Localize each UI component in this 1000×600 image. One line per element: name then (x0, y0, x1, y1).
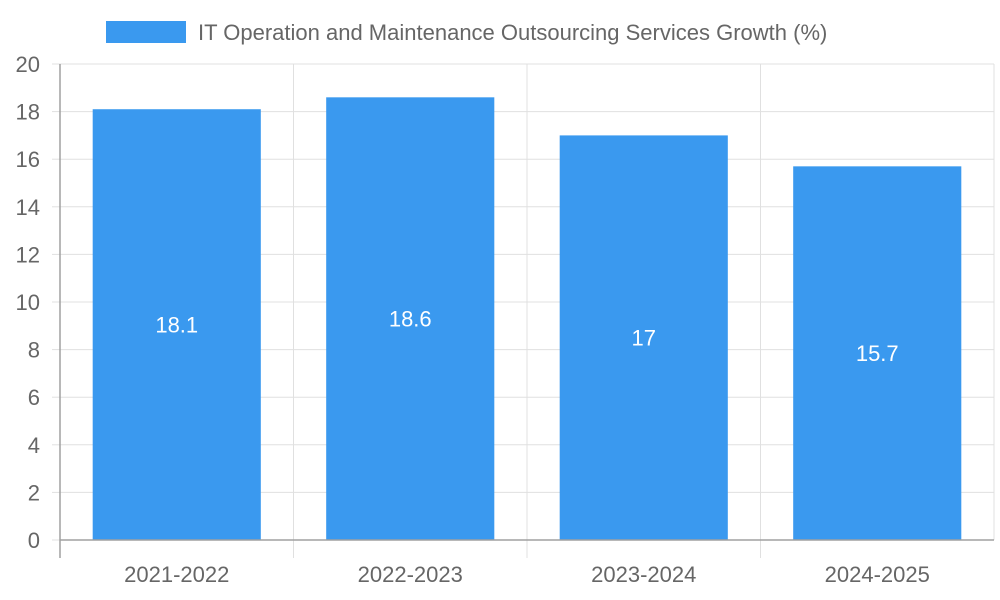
y-tick-label-0: 0 (28, 528, 40, 553)
x-tick-label-2021-2022: 2021-2022 (124, 562, 229, 587)
bar-2024-2025 (793, 166, 962, 540)
bar-value-label-2024-2025: 15.7 (856, 341, 899, 366)
legend-swatch[interactable] (106, 21, 186, 43)
legend[interactable]: IT Operation and Maintenance Outsourcing… (106, 20, 827, 45)
y-tick-label-8: 8 (28, 338, 40, 363)
bar-value-label-2023-2024: 17 (632, 326, 656, 351)
x-axis-tick-labels: 2021-2022 2022-2023 2023-2024 2024-2025 (124, 562, 930, 587)
x-tick-label-2024-2025: 2024-2025 (825, 562, 930, 587)
y-tick-label-2: 2 (28, 480, 40, 505)
y-tick-label-4: 4 (28, 433, 40, 458)
y-tick-label-12: 12 (16, 242, 40, 267)
bar-value-label-2022-2023: 18.6 (389, 307, 432, 332)
y-tick-label-20: 20 (16, 52, 40, 77)
bar-value-labels: 18.1 18.6 17 15.7 (155, 307, 898, 367)
x-tick-label-2022-2023: 2022-2023 (358, 562, 463, 587)
x-tick-label-2023-2024: 2023-2024 (591, 562, 696, 587)
axes (52, 63, 994, 558)
bar-value-label-2021-2022: 18.1 (155, 313, 198, 338)
y-tick-label-18: 18 (16, 100, 40, 125)
bar-2021-2022 (92, 109, 261, 540)
bar-2023-2024 (559, 135, 728, 540)
y-tick-label-6: 6 (28, 385, 40, 410)
bars (92, 97, 962, 540)
y-tick-label-10: 10 (16, 290, 40, 315)
y-tick-label-16: 16 (16, 147, 40, 172)
bar-2022-2023 (326, 97, 495, 540)
y-tick-label-14: 14 (16, 195, 40, 220)
y-axis-tick-labels: 0 2 4 6 8 10 12 14 16 18 20 (16, 52, 40, 553)
legend-label[interactable]: IT Operation and Maintenance Outsourcing… (198, 20, 827, 45)
